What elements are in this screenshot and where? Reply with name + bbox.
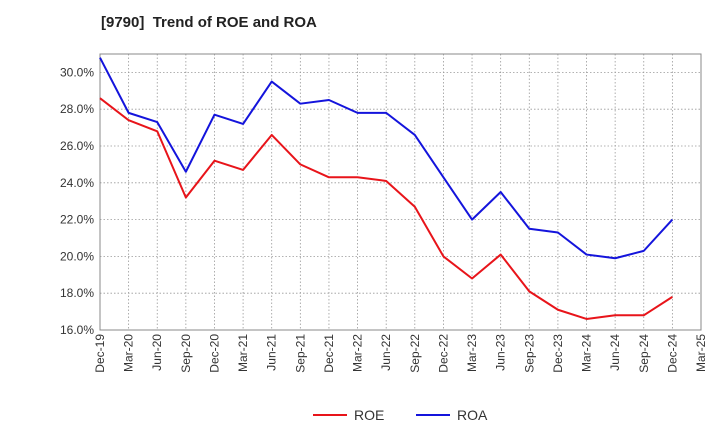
y-tick-label: 18.0% (60, 286, 94, 300)
x-tick-label: Jun-20 (150, 334, 164, 371)
x-tick-label: Mar-21 (236, 334, 250, 372)
y-tick-label: 24.0% (60, 176, 94, 190)
series-line-roe (99, 97, 673, 320)
x-tick-label: Dec-24 (665, 334, 679, 373)
x-tick-label: Sep-23 (522, 334, 536, 373)
x-tick-label: Jun-22 (379, 334, 393, 371)
x-tick-label: Sep-21 (293, 334, 307, 373)
x-tick-label: Dec-19 (93, 334, 107, 373)
x-tick-label: Sep-24 (637, 334, 651, 373)
x-tick-label: Dec-21 (322, 334, 336, 373)
x-tick-label: Jun-24 (608, 334, 622, 371)
y-tick-label: 30.0% (60, 65, 94, 79)
legend-label-roa: ROA (457, 407, 488, 423)
x-tick-label: Sep-22 (408, 334, 422, 373)
y-tick-label: 16.0% (60, 323, 94, 337)
y-tick-label: 26.0% (60, 139, 94, 153)
legend-label-roe: ROE (354, 407, 384, 423)
y-tick-label: 28.0% (60, 102, 94, 116)
x-tick-label: Mar-22 (351, 334, 365, 372)
x-tick-label: Dec-20 (207, 334, 221, 373)
plot-frame (99, 53, 702, 331)
y-tick-label: 22.0% (60, 213, 94, 227)
x-tick-label: Mar-20 (122, 334, 136, 372)
x-tick-label: Sep-20 (179, 334, 193, 373)
x-tick-label: Mar-23 (465, 334, 479, 372)
x-tick-label: Dec-23 (551, 334, 565, 373)
x-tick-label: Dec-22 (436, 334, 450, 373)
series-line-roa (99, 57, 674, 260)
chart-title: [9790] Trend of ROE and ROA (101, 14, 317, 31)
x-tick-label: Jun-23 (494, 334, 508, 371)
y-tick-label: 20.0% (60, 249, 94, 263)
x-tick-label: Jun-21 (265, 334, 279, 371)
x-tick-label: Mar-24 (580, 334, 594, 372)
x-tick-label: Mar-25 (694, 334, 708, 372)
